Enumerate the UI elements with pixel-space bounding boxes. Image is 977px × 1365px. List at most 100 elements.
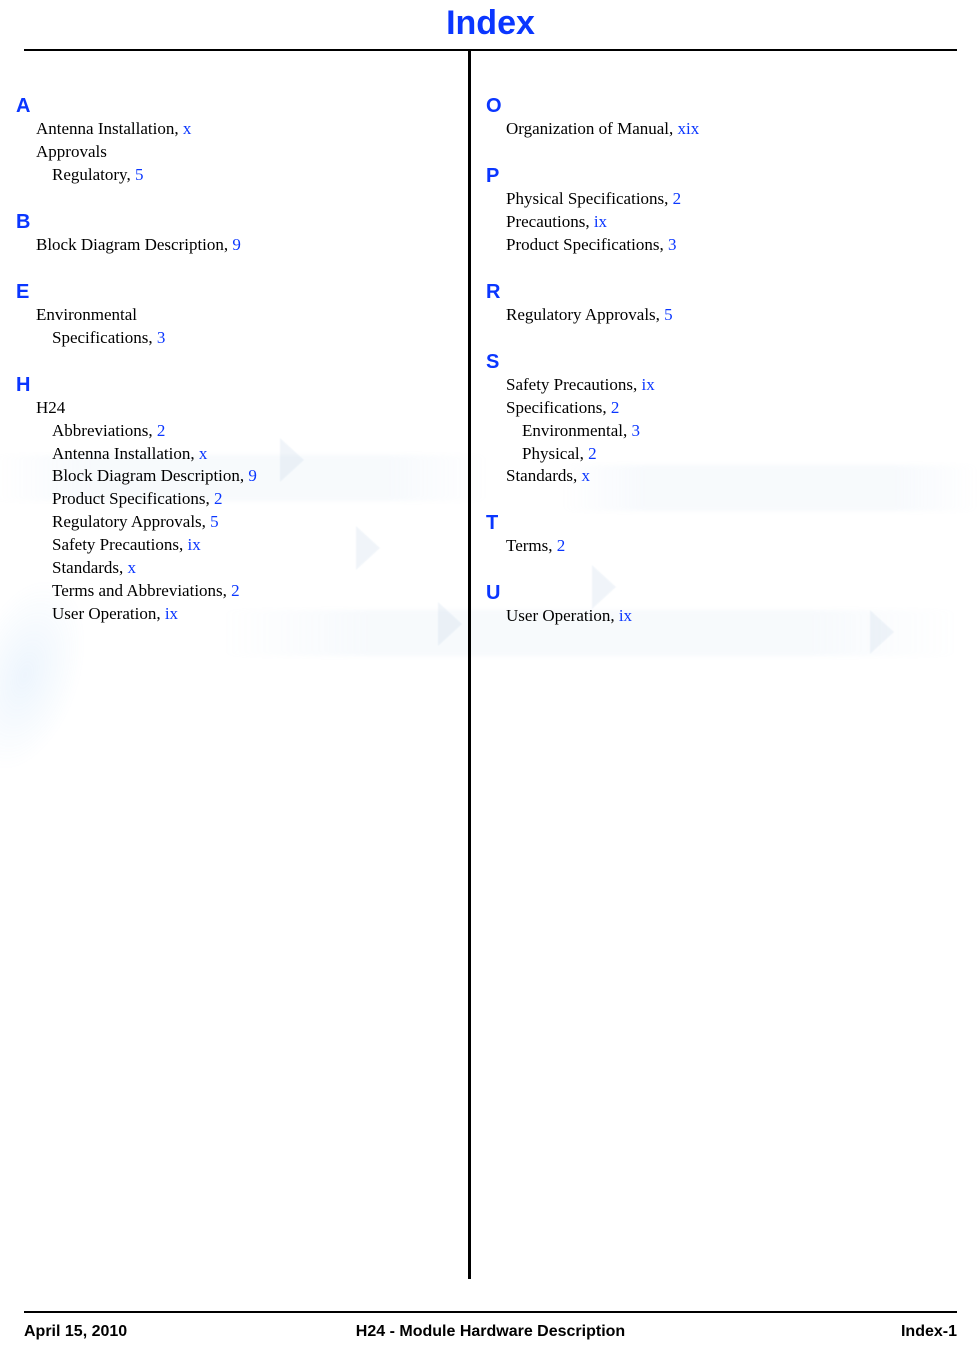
index-page-ref[interactable]: 2 (673, 189, 682, 208)
index-section-letter: R (486, 281, 957, 304)
index-page-ref[interactable]: 9 (248, 466, 257, 485)
column-divider (468, 51, 471, 1279)
index-entry-separator: , (633, 375, 642, 394)
index-entry: Physical, 2 (522, 443, 957, 466)
index-entry: Environmental (36, 304, 466, 327)
index-entry: Safety Precautions, ix (52, 534, 466, 557)
index-entry: Product Specifications, 2 (52, 488, 466, 511)
page-title: Index (24, 4, 957, 43)
index-page-ref[interactable]: x (183, 119, 192, 138)
index-entry: Standards, x (52, 557, 466, 580)
index-entry-separator: , (623, 421, 632, 440)
index-entry: Approvals (36, 141, 466, 164)
index-entry: Environmental, 3 (522, 420, 957, 443)
index-entry-label: Regulatory (52, 165, 126, 184)
footer-doc-title: H24 - Module Hardware Description (356, 1323, 625, 1341)
index-entry: H24 (36, 397, 466, 420)
index-entry-label: Product Specifications (52, 489, 205, 508)
index-page-ref[interactable]: 2 (231, 581, 240, 600)
index-entry-separator: , (573, 466, 582, 485)
index-entry: Organization of Manual, xix (506, 118, 957, 141)
index-entry-label: Environmental (36, 305, 137, 324)
index-entry-separator: , (664, 189, 673, 208)
index-page-ref[interactable]: 5 (135, 165, 144, 184)
index-entry: Regulatory Approvals, 5 (52, 511, 466, 534)
index-entry: Specifications, 3 (52, 327, 466, 350)
index-entry-label: Product Specifications (506, 235, 659, 254)
index-entry-label: Specifications (52, 328, 148, 347)
index-column-right: OOrganization of Manual, xixPPhysical Sp… (486, 51, 957, 1279)
index-entry-separator: , (610, 606, 619, 625)
index-page-ref[interactable]: 2 (157, 421, 166, 440)
index-entry: Antenna Installation, x (36, 118, 466, 141)
index-section-letter: P (486, 165, 957, 188)
index-entry-label: Regulatory Approvals (506, 305, 656, 324)
index-entry-separator: , (205, 489, 214, 508)
index-entry-label: Standards (52, 558, 119, 577)
index-page-ref[interactable]: ix (594, 212, 607, 231)
index-page-ref[interactable]: 3 (157, 328, 166, 347)
index-entry-separator: , (659, 235, 668, 254)
index-entry-label: Block Diagram Description (36, 235, 224, 254)
index-page-ref[interactable]: 5 (210, 512, 219, 531)
index-page-ref[interactable]: ix (165, 604, 178, 623)
index-page-ref[interactable]: 5 (664, 305, 673, 324)
index-entry-separator: , (602, 398, 611, 417)
index-entry-label: Specifications (506, 398, 602, 417)
index-page-ref[interactable]: x (582, 466, 591, 485)
index-entry-label: H24 (36, 398, 65, 417)
index-entry: Precautions, ix (506, 211, 957, 234)
index-entry-label: Safety Precautions (506, 375, 633, 394)
index-page-ref[interactable]: x (199, 444, 208, 463)
index-entry-separator: , (190, 444, 199, 463)
index-section-letter: O (486, 95, 957, 118)
index-page-ref[interactable]: ix (188, 535, 201, 554)
index-page-ref[interactable]: 3 (632, 421, 641, 440)
index-entry: Terms, 2 (506, 535, 957, 558)
index-entry-label: Standards (506, 466, 573, 485)
index-entry: Standards, x (506, 465, 957, 488)
index-entry-separator: , (656, 305, 665, 324)
index-entry-separator: , (148, 328, 157, 347)
index-entry-label: Antenna Installation (52, 444, 190, 463)
footer-date: April 15, 2010 (24, 1323, 127, 1341)
index-entry-label: Block Diagram Description (52, 466, 240, 485)
page-footer: April 15, 2010 H24 - Module Hardware Des… (24, 1311, 957, 1341)
index-column-left: AAntenna Installation, xApprovalsRegulat… (16, 51, 466, 1279)
index-page-ref[interactable]: xix (678, 119, 700, 138)
index-entry: User Operation, ix (52, 603, 466, 626)
index-entry-label: Abbreviations (52, 421, 148, 440)
index-section-letter: E (16, 281, 466, 304)
index-entry-separator: , (119, 558, 128, 577)
index-page-ref[interactable]: ix (619, 606, 632, 625)
index-entry-label: User Operation (52, 604, 156, 623)
footer-page-num: Index-1 (901, 1323, 957, 1341)
index-page-ref[interactable]: 2 (611, 398, 620, 417)
index-entry-label: Safety Precautions (52, 535, 179, 554)
index-entry-separator: , (580, 444, 589, 463)
index-entry-separator: , (223, 581, 232, 600)
index-entry-label: Physical Specifications (506, 189, 664, 208)
index-entry: Terms and Abbreviations, 2 (52, 580, 466, 603)
index-entry: Abbreviations, 2 (52, 420, 466, 443)
index-page-ref[interactable]: ix (642, 375, 655, 394)
index-entry: Block Diagram Description, 9 (52, 465, 466, 488)
index-page-ref[interactable]: 2 (557, 536, 566, 555)
index-entry-separator: , (126, 165, 135, 184)
index-entry-label: Environmental (522, 421, 623, 440)
index-section-letter: T (486, 512, 957, 535)
index-section-letter: B (16, 211, 466, 234)
index-entry: Regulatory, 5 (52, 164, 466, 187)
index-entry: Safety Precautions, ix (506, 374, 957, 397)
index-entry: User Operation, ix (506, 605, 957, 628)
index-page-ref[interactable]: x (128, 558, 137, 577)
index-entry-label: User Operation (506, 606, 610, 625)
index-page-ref[interactable]: 2 (588, 444, 597, 463)
index-entry-separator: , (202, 512, 211, 531)
index-entry-label: Regulatory Approvals (52, 512, 202, 531)
index-page-ref[interactable]: 9 (232, 235, 241, 254)
index-page-ref[interactable]: 2 (214, 489, 223, 508)
index-entry-label: Organization of Manual (506, 119, 669, 138)
index-entry: Regulatory Approvals, 5 (506, 304, 957, 327)
index-page-ref[interactable]: 3 (668, 235, 677, 254)
